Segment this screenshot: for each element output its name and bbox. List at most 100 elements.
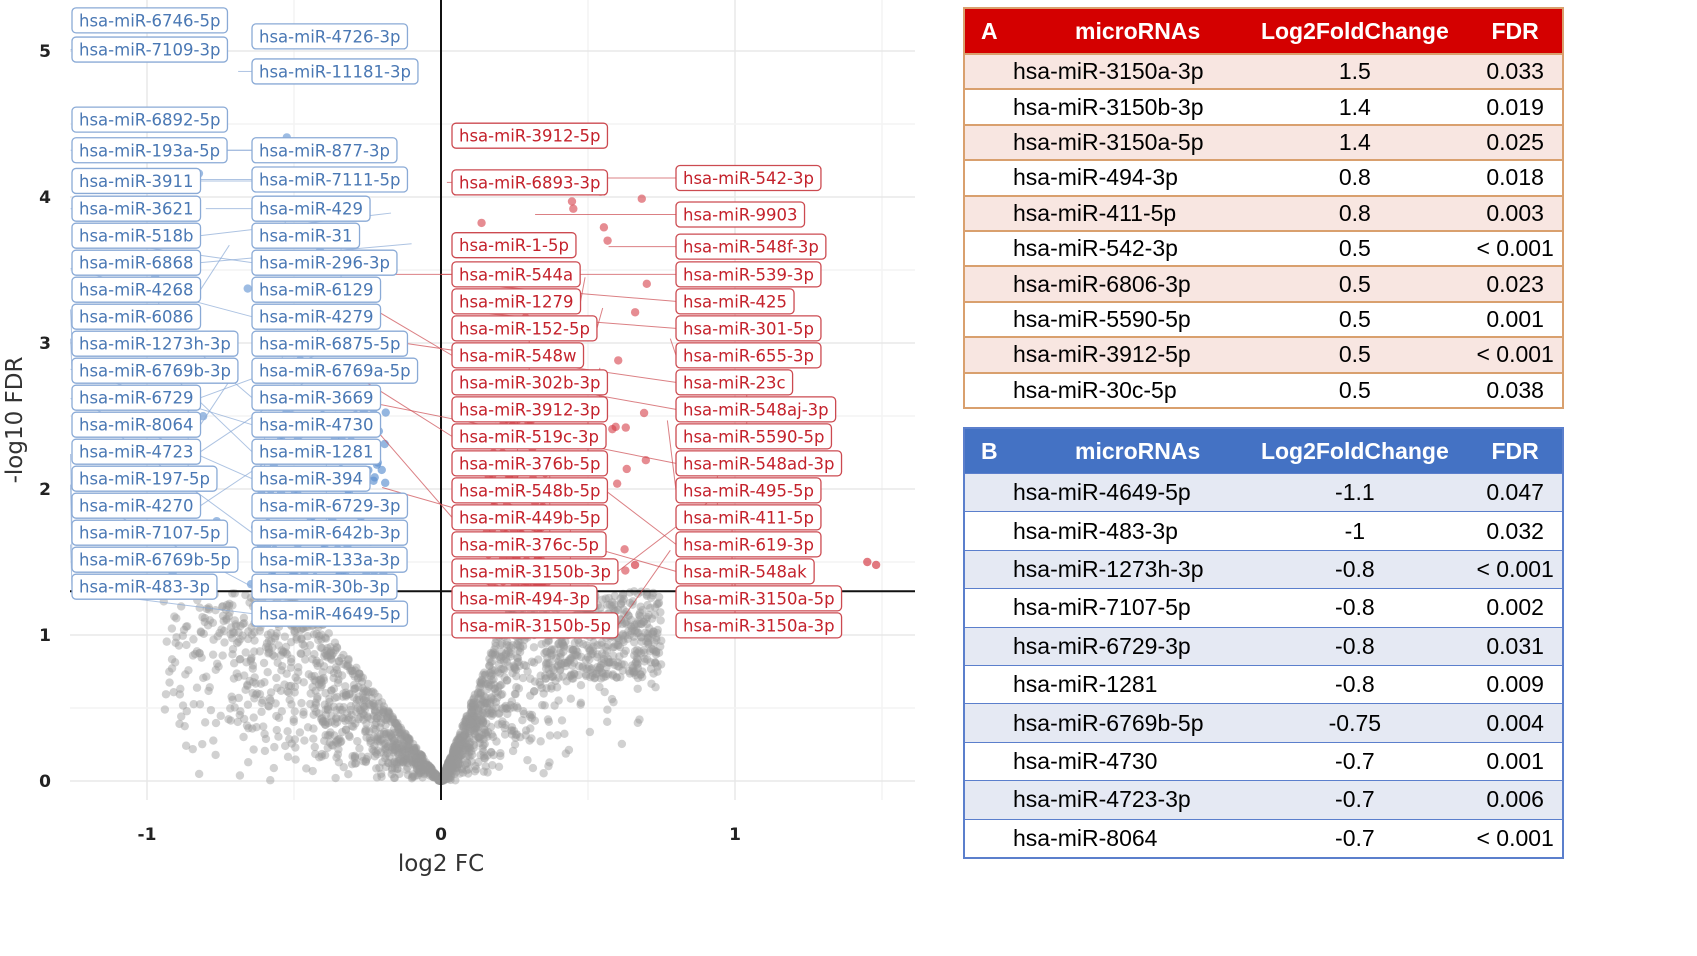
data-point xyxy=(219,626,229,636)
y-tick-label: 4 xyxy=(39,188,51,208)
data-point xyxy=(467,718,477,728)
data-point xyxy=(474,733,483,742)
data-point xyxy=(481,679,490,688)
table-row: hsa-miR-3912-5p 0.5 < 0.001 xyxy=(964,336,1563,373)
data-point xyxy=(410,758,420,768)
data-point xyxy=(632,657,641,667)
gene-label: hsa-miR-4726-3p xyxy=(251,23,409,50)
data-point xyxy=(297,649,306,659)
data-point xyxy=(574,638,584,648)
data-point xyxy=(497,720,507,729)
data-point xyxy=(384,733,393,742)
data-point xyxy=(445,761,454,770)
data-point xyxy=(181,741,191,750)
data-point xyxy=(270,652,279,661)
data-point xyxy=(440,767,449,777)
data-point xyxy=(445,755,455,764)
data-point xyxy=(369,476,378,485)
data-point xyxy=(441,771,450,780)
data-point xyxy=(417,755,426,764)
data-point xyxy=(238,619,248,629)
data-point xyxy=(377,735,386,745)
data-point xyxy=(483,703,492,713)
data-point xyxy=(458,721,467,731)
gene-label: hsa-miR-4730 xyxy=(251,411,382,438)
data-point xyxy=(492,703,501,712)
data-point xyxy=(459,731,469,740)
data-point xyxy=(214,662,223,671)
gene-label-text: hsa-miR-518b xyxy=(79,227,194,246)
data-point xyxy=(401,752,410,761)
data-point xyxy=(444,761,454,770)
data-point xyxy=(424,761,434,770)
data-point xyxy=(550,701,559,710)
data-point xyxy=(332,692,342,702)
x-axis-label: log2 FC xyxy=(398,851,484,877)
data-point xyxy=(482,699,492,708)
data-point xyxy=(548,672,557,682)
data-point xyxy=(444,758,454,767)
data-point xyxy=(547,681,556,691)
gene-label-text: hsa-miR-197-5p xyxy=(79,470,210,489)
data-point xyxy=(420,768,429,777)
data-point xyxy=(416,752,425,761)
data-point xyxy=(654,648,664,658)
data-point xyxy=(418,756,428,765)
data-point xyxy=(502,637,512,646)
label-leader-line xyxy=(200,244,230,290)
data-point xyxy=(229,674,239,683)
data-point xyxy=(505,704,515,713)
data-point xyxy=(496,748,505,758)
log2fc-cell: -1.1 xyxy=(1241,472,1469,512)
data-point xyxy=(287,657,296,667)
data-point xyxy=(176,602,186,611)
data-point xyxy=(394,757,404,766)
data-point xyxy=(316,643,325,652)
data-point xyxy=(458,735,468,744)
data-point xyxy=(370,741,379,751)
table-letter: A xyxy=(964,8,1021,54)
data-point xyxy=(383,713,392,722)
data-point xyxy=(456,733,466,743)
x-tick-label: 1 xyxy=(729,825,741,845)
data-point xyxy=(401,753,410,763)
label-leader-line xyxy=(666,420,677,491)
data-point xyxy=(419,754,428,763)
data-point xyxy=(478,744,487,753)
data-point xyxy=(248,724,257,733)
data-point xyxy=(366,700,375,710)
data-point xyxy=(527,710,537,720)
data-point xyxy=(361,693,371,703)
data-point xyxy=(421,760,430,769)
data-point xyxy=(198,612,207,622)
data-point xyxy=(426,765,435,774)
data-point xyxy=(240,671,249,680)
data-point xyxy=(608,643,617,652)
data-point xyxy=(440,768,449,778)
data-point xyxy=(473,716,482,725)
data-point xyxy=(644,610,653,620)
data-point xyxy=(208,650,218,659)
data-point xyxy=(465,717,474,727)
data-point xyxy=(454,753,463,762)
data-point xyxy=(429,770,438,779)
data-point xyxy=(485,677,494,687)
data-point xyxy=(455,748,465,758)
data-point xyxy=(440,766,450,776)
data-point xyxy=(633,663,643,673)
gene-label-text: hsa-miR-3621 xyxy=(79,200,194,219)
data-point xyxy=(446,767,455,776)
data-point xyxy=(233,717,242,727)
data-point xyxy=(414,761,424,770)
data-point xyxy=(588,646,598,656)
data-point xyxy=(396,734,405,744)
data-point xyxy=(403,741,412,750)
data-point xyxy=(466,702,476,712)
data-point xyxy=(418,758,427,768)
data-point xyxy=(397,750,407,760)
y-tick-label: 3 xyxy=(39,334,51,354)
data-point xyxy=(181,670,190,679)
data-point xyxy=(493,693,502,702)
data-point xyxy=(453,735,462,745)
data-point xyxy=(454,759,463,769)
